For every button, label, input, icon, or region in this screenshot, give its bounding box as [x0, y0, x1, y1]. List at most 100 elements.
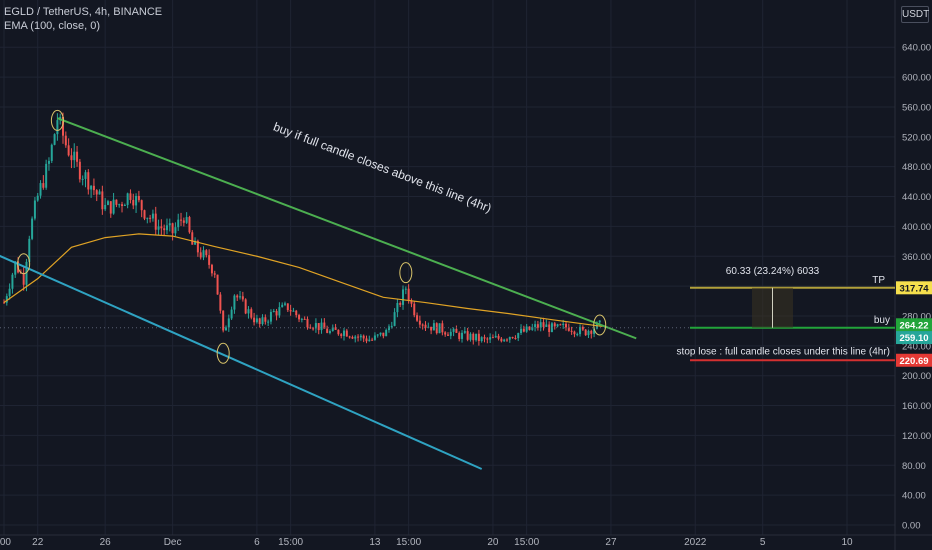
candle-body: [143, 210, 146, 219]
candle-body: [90, 185, 93, 190]
candle-body: [505, 339, 508, 341]
candle-body: [511, 337, 514, 339]
candle-body: [177, 219, 180, 228]
x-tick-label: 6: [254, 537, 260, 548]
currency-button[interactable]: USDT: [901, 6, 929, 23]
candle-body: [112, 199, 115, 214]
candle-body: [508, 337, 511, 340]
candle-body: [548, 324, 551, 333]
candle-body: [132, 199, 135, 206]
candle-body: [210, 264, 213, 274]
candle-body: [390, 325, 393, 327]
candle-body: [95, 190, 98, 195]
x-tick-label: 15:00: [278, 537, 303, 548]
candle-body: [323, 322, 326, 329]
price-scale[interactable]: [895, 0, 932, 550]
candle-body: [188, 217, 191, 233]
lower-trendline[interactable]: [0, 254, 483, 470]
candle-body: [542, 322, 545, 327]
candle-body: [247, 309, 250, 314]
candle-body: [22, 272, 25, 285]
tp-price-tag: 317.74: [899, 283, 929, 294]
candle-body: [258, 318, 261, 324]
candle-body: [343, 330, 346, 336]
candle-body: [517, 333, 520, 339]
candle-body: [567, 327, 570, 331]
candle-body: [101, 191, 104, 210]
candle-body: [8, 288, 11, 297]
candle-body: [298, 315, 301, 320]
candle-body: [81, 178, 84, 180]
candle-body: [489, 337, 492, 340]
candle-body: [76, 151, 79, 162]
candle-body: [458, 332, 461, 339]
candle-body: [345, 330, 348, 337]
candle-body: [286, 303, 289, 311]
candle-body: [452, 328, 455, 332]
candle-body: [109, 201, 112, 214]
y-tick-label: 440.00: [902, 192, 931, 203]
candle-body: [525, 326, 528, 332]
candle-body: [129, 193, 132, 200]
candle-body: [202, 250, 205, 258]
candle-body: [123, 204, 126, 207]
candle-body: [354, 336, 357, 339]
symbol-legend: EGLD / TetherUS, 4h, BINANCE: [4, 6, 163, 18]
candle-body: [157, 226, 160, 230]
candle-body: [275, 310, 278, 316]
candle-body: [199, 252, 202, 258]
candle-body: [56, 120, 59, 135]
candle-body: [255, 318, 258, 323]
buy-label: buy: [874, 315, 890, 326]
candle-body: [357, 336, 360, 338]
candle-body: [477, 333, 480, 342]
candle-body: [565, 323, 567, 328]
y-tick-label: 120.00: [902, 431, 931, 442]
candle-body: [463, 331, 466, 333]
tp-label: TP: [872, 275, 885, 286]
candle-body: [382, 332, 385, 337]
candle-body: [337, 329, 340, 335]
candle-body: [303, 318, 306, 320]
buy-price-tag: 264.22: [899, 320, 928, 331]
candle-body: [373, 335, 376, 340]
buy-ref-price-tag: 259.10: [899, 333, 928, 344]
candle-body: [289, 310, 292, 312]
measure-label: 60.33 (23.24%) 6033: [726, 266, 820, 277]
candle-body: [385, 330, 388, 337]
candle-body: [441, 323, 444, 333]
candle-body: [227, 318, 230, 328]
y-tick-label: 200.00: [902, 371, 931, 382]
trendline-annotation: buy if full candle closes above this lin…: [271, 120, 493, 216]
candle-body: [407, 288, 410, 301]
y-tick-label: 400.00: [902, 222, 931, 233]
candle-body: [328, 331, 331, 333]
candle-body: [528, 326, 531, 330]
candle-body: [393, 312, 396, 326]
candle-body: [160, 226, 163, 229]
y-tick-label: 0.00: [902, 521, 921, 532]
candle-body: [39, 183, 42, 196]
candle-body: [67, 145, 70, 156]
candle-body: [421, 324, 424, 326]
candle-body: [36, 195, 39, 201]
candle-body: [216, 274, 219, 295]
candle-body: [180, 219, 183, 221]
candle-body: [121, 204, 124, 207]
candle-body: [359, 335, 362, 338]
stop-price-tag: 220.69: [899, 356, 928, 367]
candle-body: [272, 310, 275, 312]
candle-body: [241, 296, 244, 300]
candle-body: [500, 338, 503, 342]
stop-label: stop lose : full candle closes under thi…: [677, 346, 890, 357]
candle-body: [503, 339, 506, 342]
candle-body: [47, 160, 50, 164]
upper-trendline[interactable]: [57, 117, 637, 340]
candle-body: [42, 183, 45, 188]
candle-body: [351, 337, 354, 339]
candle-body: [379, 332, 382, 335]
candle-body: [213, 273, 216, 275]
candle-body: [194, 240, 197, 245]
